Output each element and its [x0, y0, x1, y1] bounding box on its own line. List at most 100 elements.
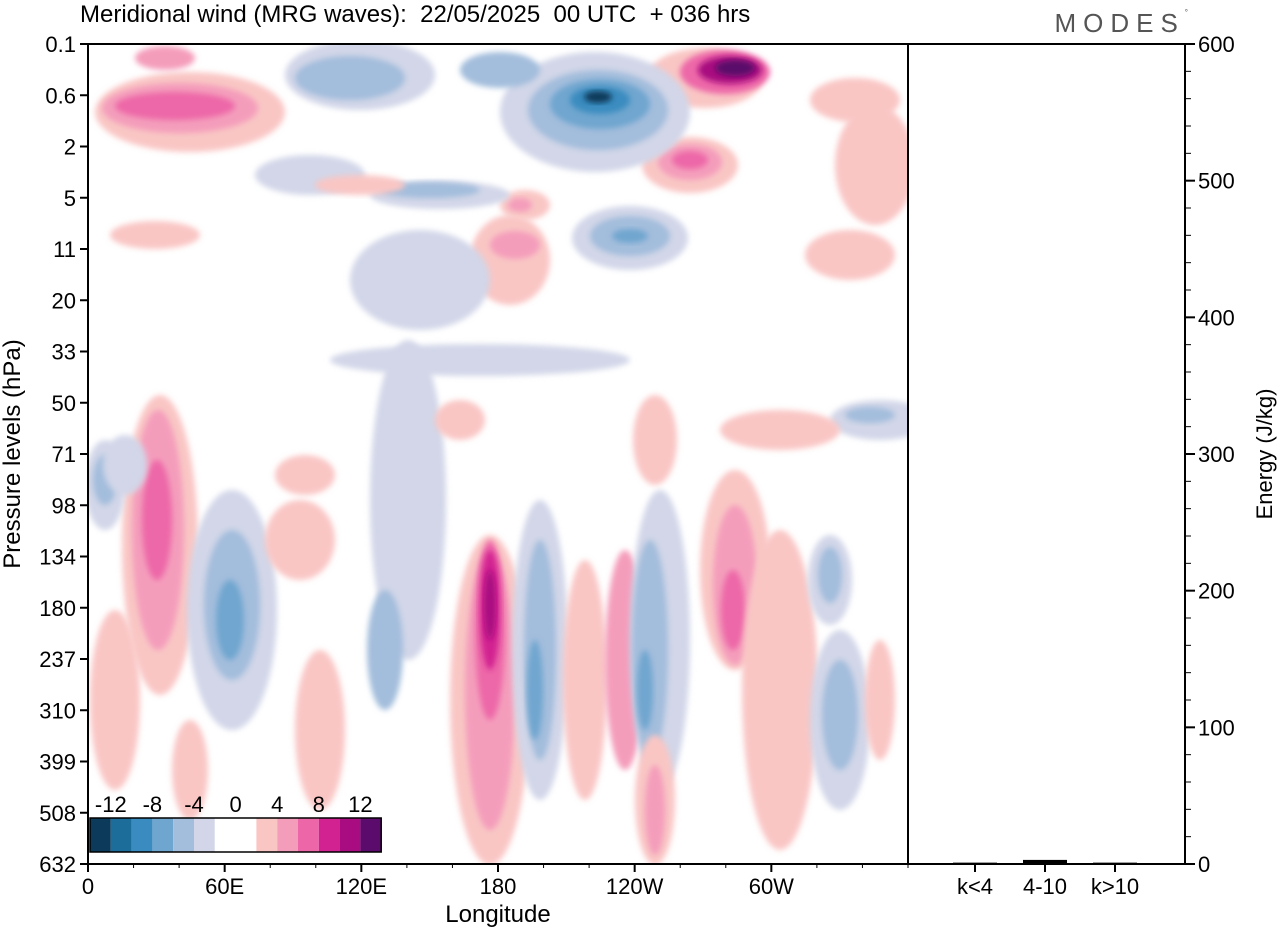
legend-label: 12 — [348, 792, 372, 817]
legend-label: 0 — [229, 792, 241, 817]
positive-contour — [490, 231, 540, 259]
negative-contour — [380, 182, 480, 198]
logo-text: MODES — [1054, 8, 1185, 38]
positive-contour — [715, 60, 755, 76]
y-tick-label: 134 — [39, 545, 76, 570]
positive-contour — [721, 570, 745, 650]
positive-contour — [435, 400, 485, 440]
y-tick-label: 33 — [52, 340, 76, 365]
energy-tick-label: 300 — [1198, 442, 1235, 467]
positive-contour — [295, 650, 345, 810]
y-tick-label: 632 — [39, 852, 76, 877]
y-tick-label: 2 — [64, 135, 76, 160]
x-axis-label: Longitude — [445, 901, 550, 928]
energy-bar — [1093, 862, 1137, 864]
negative-contour — [632, 540, 668, 760]
negative-contour — [612, 229, 648, 243]
legend-label: -8 — [143, 792, 163, 817]
negative-contour — [637, 650, 653, 730]
energy-tick-label: 100 — [1198, 715, 1235, 740]
negative-contour — [330, 344, 630, 376]
legend-swatch — [318, 818, 340, 852]
energy-axis-label: Energy (J/kg) — [1252, 389, 1277, 520]
positive-contour — [645, 765, 665, 855]
positive-contour — [563, 560, 607, 800]
y-tick-label: 180 — [39, 596, 76, 621]
y-tick-label: 399 — [39, 750, 76, 775]
legend-swatch — [235, 818, 257, 852]
legend-swatch — [339, 818, 361, 852]
color-legend: -12 -8 -4 0 4 8 12 — [89, 792, 382, 853]
legend-swatch — [110, 818, 132, 852]
y-axis-label: Pressure levels (hPa) — [0, 339, 26, 568]
y-tick-label: 0.6 — [45, 83, 76, 108]
positive-contour — [835, 105, 908, 225]
negative-contour — [103, 435, 147, 495]
negative-contour — [460, 52, 540, 88]
energy-tick-label: 500 — [1198, 169, 1235, 194]
chart-title: Meridional wind (MRG waves): 22/05/2025 … — [80, 1, 751, 28]
energy-category-label: k>10 — [1091, 874, 1139, 899]
y-tick-label: 11 — [53, 237, 76, 262]
energy-tick-label: 400 — [1198, 305, 1235, 330]
energy-tick-label: 0 — [1198, 852, 1210, 877]
energy-category-label: 4-10 — [1023, 874, 1067, 899]
x-tick-label: 120E — [336, 874, 387, 899]
x-tick-label: 0 — [82, 874, 94, 899]
energy-panel-frame — [907, 43, 1186, 865]
legend-swatch — [90, 818, 111, 852]
x-tick-label: 60W — [749, 874, 794, 899]
axes: 0.1 0.6 2 5 11 20 33 50 71 98 134 180 237 310 399 508 63… — [39, 32, 1234, 899]
legend-swatch — [360, 818, 382, 852]
legend-swatch — [277, 818, 298, 852]
positive-contour — [275, 455, 335, 495]
y-tick-label: 237 — [39, 647, 76, 672]
negative-contour — [822, 660, 858, 770]
negative-contour — [584, 91, 612, 103]
positive-contour — [265, 500, 335, 580]
negative-contour — [367, 590, 403, 710]
negative-contour — [818, 547, 842, 603]
legend-label: -12 — [95, 792, 127, 817]
legend-label: 8 — [313, 792, 325, 817]
legend-swatch — [152, 818, 174, 852]
energy-bars: k<4 4-10 k>10 — [953, 859, 1139, 899]
positive-contour — [90, 610, 140, 790]
y-tick-label: 98 — [52, 493, 76, 518]
y-tick-label: 50 — [52, 391, 76, 416]
positive-contour — [865, 640, 895, 760]
legend-swatch — [131, 818, 153, 852]
y-tick-label: 5 — [64, 186, 76, 211]
energy-bar — [1023, 859, 1067, 864]
wind-contour-field — [88, 44, 908, 864]
positive-contour — [142, 460, 172, 580]
logo-mark: ° — [1184, 8, 1188, 17]
negative-contour — [845, 407, 895, 423]
positive-contour — [115, 92, 235, 120]
legend-swatch — [173, 818, 194, 852]
positive-contour — [172, 720, 208, 820]
positive-contour — [742, 530, 818, 850]
y-tick-label: 71 — [52, 442, 76, 467]
negative-contour — [370, 340, 446, 660]
y-tick-label: 508 — [39, 801, 76, 826]
y-tick-label: 20 — [52, 288, 76, 313]
negative-contour — [295, 56, 405, 100]
legend-swatch — [214, 818, 236, 852]
positive-contour — [633, 395, 677, 485]
positive-contour — [315, 175, 405, 195]
energy-bar — [953, 862, 997, 864]
positive-contour — [720, 410, 840, 450]
legend-label: 4 — [271, 792, 283, 817]
positive-contour — [110, 221, 200, 249]
positive-contour — [508, 198, 532, 212]
positive-contour — [484, 570, 496, 640]
negative-contour — [350, 230, 490, 330]
y-tick-label: 0.1 — [45, 32, 76, 57]
positive-contour — [672, 151, 708, 169]
energy-tick-label: 200 — [1198, 579, 1235, 604]
x-tick-label: 180 — [480, 874, 517, 899]
energy-tick-label: 600 — [1198, 32, 1235, 57]
legend-swatch — [256, 818, 278, 852]
legend-swatch — [298, 818, 319, 852]
